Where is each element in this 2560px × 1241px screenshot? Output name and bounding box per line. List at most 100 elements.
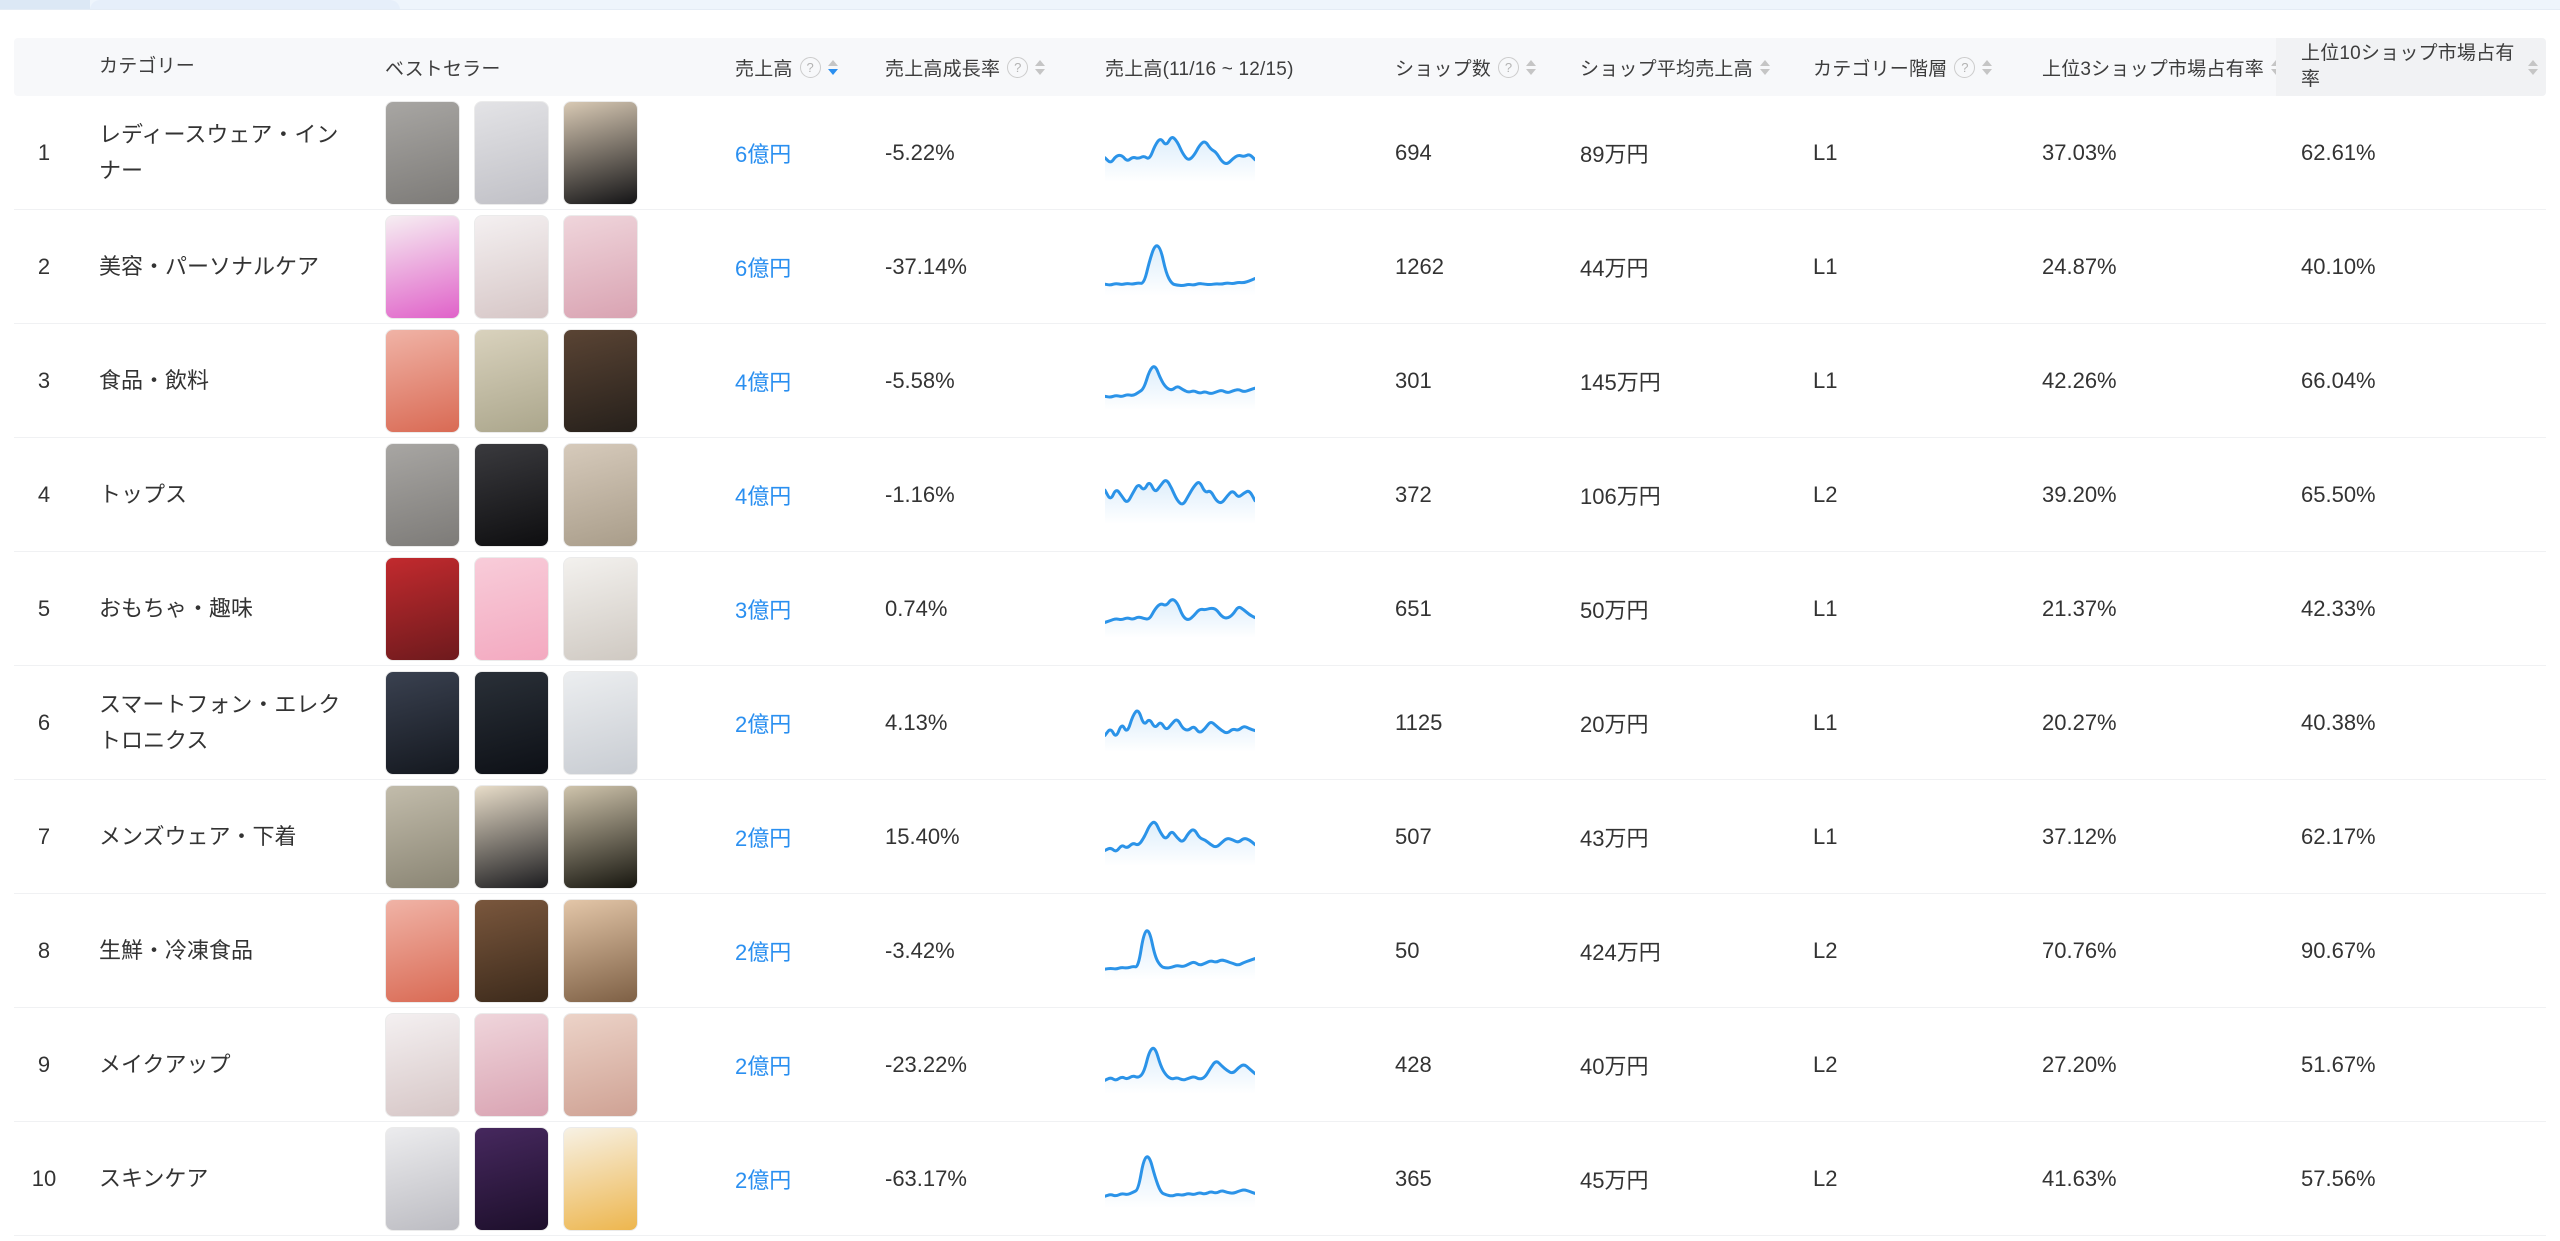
product-thumbnail-gyudon-bowls[interactable]	[474, 898, 549, 1003]
category-cell[interactable]: スキンケア	[74, 1161, 360, 1196]
category-cell[interactable]: メンズウェア・下着	[74, 819, 360, 854]
category-cell[interactable]: レディースウェア・インナー	[74, 117, 360, 187]
product-thumbnail-pink-lip-pens[interactable]	[474, 1012, 549, 1117]
category-name[interactable]: トップス	[99, 481, 188, 507]
product-thumbnail-beef-rice-bowls[interactable]	[563, 328, 638, 433]
category-name[interactable]: メンズウェア・下着	[99, 823, 297, 849]
category-name[interactable]: 生鮮・冷凍食品	[99, 937, 254, 963]
help-icon[interactable]: ?	[1498, 56, 1520, 78]
product-thumbnail-crab-legs[interactable]	[385, 328, 460, 433]
product-thumbnail-scallop-sashimi[interactable]	[563, 898, 638, 1003]
sort-control-top10[interactable]	[2528, 59, 2538, 75]
product-thumbnail-christmas-blind-box[interactable]	[385, 556, 460, 661]
product-thumbnail-black-knit-top[interactable]	[474, 442, 549, 547]
table-row[interactable]: 2 美容・パーソナルケア 6億円 -37.14% 1262 44万円	[14, 210, 2546, 324]
sales-value-link[interactable]: 2億円	[735, 1053, 792, 1079]
sort-control-avg[interactable]	[1759, 59, 1770, 75]
category-name[interactable]: 食品・飲料	[99, 367, 210, 393]
product-thumbnail-specialty-label-bottle[interactable]	[474, 328, 549, 433]
product-thumbnail-purple-night-cream[interactable]	[474, 1126, 549, 1231]
sales-value-link[interactable]: 6億円	[735, 255, 792, 281]
header-growth[interactable]: 売上高成長率 ?	[860, 38, 1080, 96]
product-thumbnail-white-projector[interactable]	[563, 670, 638, 775]
sort-asc-icon[interactable]	[827, 59, 838, 66]
sort-control-level[interactable]	[1982, 59, 1993, 75]
product-thumbnail-black-jacket-fur-hood[interactable]	[563, 784, 638, 889]
sort-desc-icon[interactable]	[2270, 68, 2281, 75]
header-shop-count[interactable]: ショップ数 ?	[1370, 38, 1555, 96]
product-thumbnail-wosado-cushion-ad[interactable]	[474, 214, 549, 319]
category-name[interactable]: おもちゃ・趣味	[99, 595, 254, 621]
sales-value-link[interactable]: 2億円	[735, 1167, 792, 1193]
product-thumbnail-camo-down-jacket[interactable]	[385, 784, 460, 889]
sort-control-sales[interactable]	[827, 59, 838, 75]
sort-desc-icon[interactable]	[1526, 68, 1537, 75]
product-thumbnail-daifuku-series-box[interactable]	[474, 556, 549, 661]
help-icon[interactable]: ?	[1954, 56, 1976, 78]
category-name[interactable]: レディースウェア・インナー	[99, 122, 339, 183]
product-thumbnail-steam-brush-iron-ad[interactable]	[385, 214, 460, 319]
sales-value-link[interactable]: 6億円	[735, 141, 792, 167]
product-thumbnail-wosado-cushion-ad[interactable]	[385, 1012, 460, 1117]
sort-control-shops[interactable]	[1526, 59, 1537, 75]
category-cell[interactable]: メイクアップ	[74, 1047, 360, 1082]
sales-value-link[interactable]: 2億円	[735, 825, 792, 851]
table-row[interactable]: 7 メンズウェア・下着 2億円 15.40% 507 43万円 L	[14, 780, 2546, 894]
table-row[interactable]: 3 食品・飲料 4億円 -5.58% 301 145万円 L1	[14, 324, 2546, 438]
table-row[interactable]: 10 スキンケア 2億円 -63.17% 365 45万円 L2	[14, 1122, 2546, 1236]
header-avg-shop-sales[interactable]: ショップ平均売上高	[1555, 38, 1788, 96]
category-name[interactable]: メイクアップ	[99, 1051, 231, 1077]
sort-asc-icon[interactable]	[1526, 59, 1537, 66]
product-thumbnail-makeup-model-face[interactable]	[563, 1012, 638, 1117]
sort-desc-icon[interactable]	[2528, 68, 2538, 75]
sort-asc-icon[interactable]	[1035, 59, 1046, 66]
help-icon[interactable]: ?	[799, 56, 821, 78]
product-thumbnail-silver-pump-bottle[interactable]	[385, 1126, 460, 1231]
sort-control-top3[interactable]	[2270, 59, 2281, 75]
category-cell[interactable]: 生鮮・冷凍食品	[74, 933, 360, 968]
product-thumbnail-gray-knit-sweater[interactable]	[385, 100, 460, 205]
category-cell[interactable]: スマートフォン・エレクトロニクス	[74, 687, 360, 757]
sort-desc-icon[interactable]	[827, 68, 838, 75]
header-category-level[interactable]: カテゴリー階層 ?	[1788, 38, 2017, 96]
product-thumbnail-crab-legs[interactable]	[385, 898, 460, 1003]
header-top3-share[interactable]: 上位3ショップ市場占有率	[2017, 38, 2281, 96]
sort-asc-icon[interactable]	[1982, 59, 1993, 66]
product-thumbnail-light-gray-wide-pants[interactable]	[474, 100, 549, 205]
header-sales[interactable]: 売上高 ?	[710, 38, 860, 96]
category-cell[interactable]: トップス	[74, 477, 360, 512]
sales-value-link[interactable]: 3億円	[735, 597, 792, 623]
sort-asc-icon[interactable]	[1759, 59, 1770, 66]
category-name[interactable]: 美容・パーソナルケア	[99, 253, 320, 279]
sales-value-link[interactable]: 2億円	[735, 939, 792, 965]
product-thumbnail-pink-lip-pens[interactable]	[563, 214, 638, 319]
sort-desc-icon[interactable]	[1982, 68, 1993, 75]
product-thumbnail-black-hooded-jacket[interactable]	[474, 784, 549, 889]
table-row[interactable]: 6 スマートフォン・エレクトロニクス 2億円 4.13% 1125 20万円	[14, 666, 2546, 780]
product-thumbnail-mini-projector-dark[interactable]	[474, 670, 549, 775]
sales-value-link[interactable]: 2億円	[735, 711, 792, 737]
sort-asc-icon[interactable]	[2528, 59, 2538, 66]
product-thumbnail-phone-screen-protectors[interactable]	[385, 670, 460, 775]
table-row[interactable]: 1 レディースウェア・インナー 6億円 -5.22% 694 89万円	[14, 96, 2546, 210]
sort-desc-icon[interactable]	[1035, 68, 1046, 75]
table-row[interactable]: 4 トップス 4億円 -1.16% 372 106万円 L2	[14, 438, 2546, 552]
product-thumbnail-black-turtleneck-tops[interactable]	[563, 100, 638, 205]
table-row[interactable]: 5 おもちゃ・趣味 3億円 0.74% 651 50万円 L1	[14, 552, 2546, 666]
help-icon[interactable]: ?	[1007, 56, 1029, 78]
product-thumbnail-bearbrick-figures[interactable]	[563, 556, 638, 661]
sort-control-growth[interactable]	[1035, 59, 1046, 75]
category-cell[interactable]: おもちゃ・趣味	[74, 591, 360, 626]
sales-value-link[interactable]: 4億円	[735, 483, 792, 509]
category-name[interactable]: スキンケア	[99, 1165, 209, 1191]
sort-desc-icon[interactable]	[1759, 68, 1770, 75]
table-row[interactable]: 9 メイクアップ 2億円 -23.22% 428 40万円 L2	[14, 1008, 2546, 1122]
header-top10-share[interactable]: 上位10ショップ市場占有率	[2276, 38, 2546, 96]
product-thumbnail-vitamin-c-skincare-set[interactable]	[563, 1126, 638, 1231]
sort-asc-icon[interactable]	[2270, 59, 2281, 66]
sales-value-link[interactable]: 4億円	[735, 369, 792, 395]
category-name[interactable]: スマートフォン・エレクトロニクス	[99, 692, 341, 753]
product-thumbnail-coats-on-rack[interactable]	[563, 442, 638, 547]
table-row[interactable]: 8 生鮮・冷凍食品 2億円 -3.42% 50 424万円 L2	[14, 894, 2546, 1008]
product-thumbnail-gray-knit-sweater[interactable]	[385, 442, 460, 547]
